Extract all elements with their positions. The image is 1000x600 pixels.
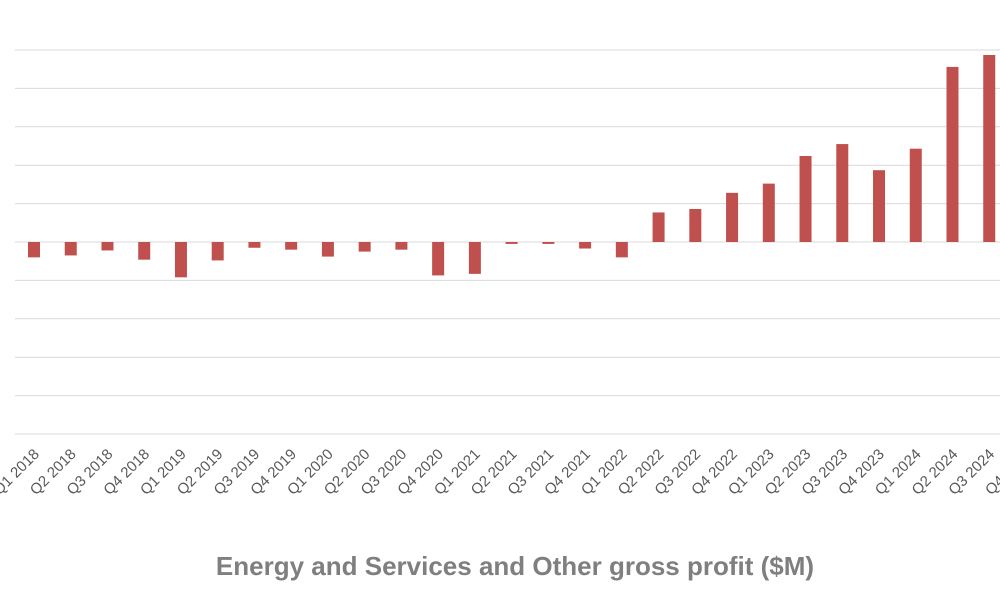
bar-q2-2021 [505, 242, 518, 244]
bar-q1-2022 [615, 242, 628, 258]
bar-q3-2020 [395, 242, 408, 250]
bar-q1-2024 [909, 148, 922, 242]
bar-q3-2021 [542, 242, 555, 244]
bar-q3-2018 [101, 242, 114, 251]
bar-q4-2022 [726, 192, 739, 242]
bar-q2-2023 [799, 155, 812, 242]
bar-q2-2022 [652, 212, 665, 242]
bars [28, 54, 996, 278]
bar-q1-2023 [762, 183, 775, 242]
bar-q3-2022 [689, 208, 702, 242]
bar-q3-2023 [836, 144, 849, 242]
bar-q4-2019 [285, 242, 298, 250]
bar-q1-2020 [321, 242, 334, 257]
bar-q2-2024 [946, 66, 959, 242]
bar-q1-2021 [468, 242, 481, 274]
bar-q3-2019 [248, 242, 261, 248]
bar-q4-2020 [432, 242, 445, 276]
bar-q4-2018 [138, 242, 151, 260]
bar-q4-2023 [873, 170, 886, 242]
chart-title: Energy and Services and Other gross prof… [216, 551, 814, 581]
bar-q1-2019 [174, 242, 187, 278]
bar-q2-2019 [211, 242, 224, 261]
bar-q2-2018 [64, 242, 77, 256]
bar-q2-2020 [358, 242, 371, 252]
bar-q3-2024 [983, 54, 996, 242]
bar-q1-2018 [28, 242, 40, 258]
bar-q4-2021 [579, 242, 592, 249]
